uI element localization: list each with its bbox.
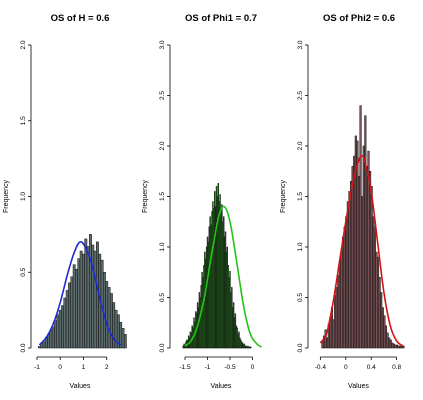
- histogram-bar: [109, 293, 113, 349]
- histogram-bar: [51, 326, 55, 349]
- histogram-bar: [107, 287, 111, 349]
- x-tick-label: -1.5: [179, 364, 191, 371]
- histogram-bar: [61, 305, 64, 349]
- x-axis-label: Values: [348, 383, 369, 390]
- histogram-bar: [75, 268, 78, 349]
- x-tick-label: -1: [205, 364, 211, 371]
- y-tick-label: 1.5: [20, 116, 27, 125]
- chart-title: OS of H = 0.6: [51, 13, 110, 24]
- histogram-bar: [77, 258, 81, 349]
- y-tick-label: 1.0: [297, 242, 304, 251]
- histogram-bar: [105, 281, 109, 349]
- histogram-bar: [82, 253, 85, 349]
- histogram-bar: [49, 329, 53, 349]
- x-tick-label: 2: [105, 364, 109, 371]
- y-tick-label: 2.0: [20, 40, 27, 49]
- histogram-bar: [58, 309, 62, 349]
- histogram-bar: [70, 276, 74, 349]
- x-tick-label: 0: [344, 364, 348, 371]
- histogram-bar: [121, 328, 125, 349]
- y-tick-label: 1.5: [159, 192, 166, 201]
- y-tick-label: 3.0: [297, 40, 304, 49]
- histogram-bar: [86, 246, 90, 349]
- x-tick-label: 1: [82, 364, 86, 371]
- x-tick-label: -1: [34, 364, 40, 371]
- histogram-bar: [91, 244, 95, 349]
- x-axis-label: Values: [211, 383, 232, 390]
- y-axis-label: Frequency: [280, 179, 287, 213]
- y-tick-label: 0.5: [20, 267, 27, 276]
- histogram-bar: [93, 250, 97, 349]
- x-tick-label: 0: [58, 364, 62, 371]
- chart-title: OS of Phi1 = 0.7: [185, 13, 257, 24]
- x-axis-label: Values: [70, 383, 91, 390]
- x-tick-label: 0: [251, 364, 255, 371]
- y-axis-label: Frequency: [3, 179, 10, 213]
- density-curve: [38, 241, 122, 346]
- chart-title: OS of Phi2 = 0.6: [323, 13, 395, 24]
- y-tick-label: 0.0: [159, 343, 166, 352]
- histogram-bar: [68, 282, 71, 349]
- x-tick-label: 0.4: [367, 364, 376, 371]
- y-tick-label: 1.5: [297, 192, 304, 201]
- histogram-bar: [250, 346, 252, 349]
- density-curve: [319, 155, 404, 347]
- histogram-bar: [63, 297, 67, 349]
- y-tick-label: 0.5: [159, 293, 166, 302]
- histogram-bar: [79, 250, 83, 349]
- panel-1: OS of H = 0.6 0.0 0.5 1.0 1.5 2.0 Frequency -1 0…: [3, 13, 127, 390]
- histogram-bar: [72, 264, 76, 349]
- y-axis-label: Frequency: [142, 179, 149, 213]
- y-tick-label: 2.0: [159, 141, 166, 150]
- histogram-bar: [42, 341, 46, 349]
- histogram-bar: [65, 290, 69, 349]
- y-tick-label: 0.0: [20, 343, 27, 352]
- y-tick-label: 2.0: [297, 141, 304, 150]
- y-tick-label: 2.5: [159, 91, 166, 100]
- y-tick-label: 1.0: [20, 192, 27, 201]
- x-tick-label: 0.8: [392, 364, 401, 371]
- y-tick-label: 0.5: [297, 293, 304, 302]
- x-tick-label: -0.5: [224, 364, 236, 371]
- histogram-bar: [84, 238, 88, 349]
- histogram-bar: [402, 345, 405, 349]
- histogram-bar: [89, 234, 92, 349]
- density-curve: [184, 205, 262, 348]
- y-tick-label: 3.0: [159, 40, 166, 49]
- x-tick-label: -0.4: [315, 364, 327, 371]
- histogram-bar: [56, 314, 60, 349]
- y-tick-label: 1.0: [159, 242, 166, 251]
- y-tick-label: 2.5: [297, 91, 304, 100]
- panel-3: OS of Phi2 = 0.6 0.0 0.5 1.0 1.5 2.0 2.5 3.0 Fre…: [280, 13, 405, 390]
- y-tick-label: 0.0: [297, 343, 304, 352]
- histogram-bar: [123, 334, 127, 349]
- histogram-bar: [54, 320, 58, 349]
- histogram-bar: [37, 346, 41, 349]
- panel-2: OS of Phi1 = 0.7 0.0 0.5 1.0 1.5 2.0 2.5 3.0 Fre…: [142, 13, 262, 390]
